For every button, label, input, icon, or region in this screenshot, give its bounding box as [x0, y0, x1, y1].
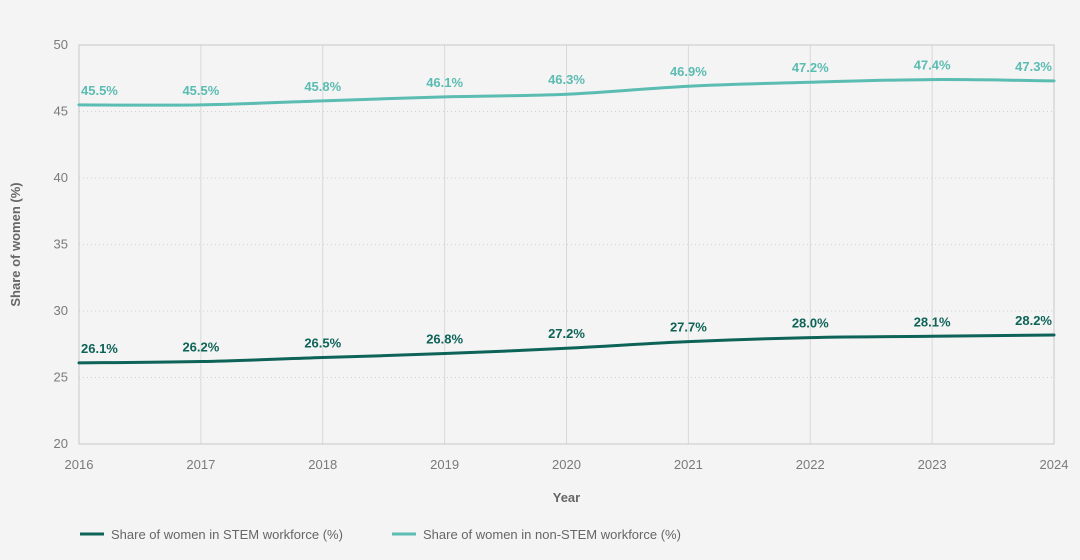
legend-entry: Share of women in non-STEM workforce (%): [423, 527, 681, 542]
y-tick-label: 50: [54, 37, 68, 52]
y-tick-label: 25: [54, 370, 68, 385]
y-tick-label: 30: [54, 303, 68, 318]
data-label: 46.1%: [426, 75, 463, 90]
x-tick-label: 2024: [1040, 457, 1069, 472]
data-labels: 26.1% 26.2% 26.5% 26.8% 27.2% 27.7% 28.0% 28.1%…: [81, 58, 1052, 356]
x-tick-label: 2023: [918, 457, 947, 472]
data-label: 46.3%: [548, 72, 585, 87]
legend-entry: Share of women in STEM workforce (%): [111, 527, 343, 542]
data-label: 28.1%: [914, 314, 951, 329]
grid: [79, 45, 1054, 444]
data-label: 28.2%: [1015, 313, 1052, 328]
series: [77, 78, 1056, 365]
x-tick-label: 2019: [430, 457, 459, 472]
data-label: 26.5%: [304, 336, 341, 351]
axes: 20 25 30 35 40 45 50 2016 2017 2018 2019 2020 2021 20…: [54, 37, 1069, 472]
x-tick-label: 2018: [308, 457, 337, 472]
x-tick-label: 2021: [674, 457, 703, 472]
data-label: 26.1%: [81, 341, 118, 356]
data-label: 45.5%: [182, 83, 219, 98]
data-label: 45.8%: [304, 79, 341, 94]
plot-frame: [78, 44, 1055, 445]
y-tick-label: 35: [54, 237, 68, 252]
series-line-stem: [77, 333, 1056, 365]
series-line-non-stem: [77, 78, 1056, 107]
data-label: 26.8%: [426, 332, 463, 347]
x-tick-label: 2022: [796, 457, 825, 472]
data-label: 47.4%: [914, 58, 951, 73]
data-label: 46.9%: [670, 64, 707, 79]
y-tick-label: 20: [54, 436, 68, 451]
data-label: 26.2%: [182, 340, 219, 355]
y-tick-label: 45: [54, 104, 68, 119]
x-tick-label: 2017: [186, 457, 215, 472]
data-label: 28.0%: [792, 316, 829, 331]
data-label: 47.2%: [792, 60, 829, 75]
data-label: 45.5%: [81, 83, 118, 98]
data-label: 47.3%: [1015, 59, 1052, 74]
y-tick-label: 40: [54, 170, 68, 185]
x-tick-label: 2016: [65, 457, 94, 472]
data-label: 27.7%: [670, 320, 707, 335]
x-axis-title: Year: [553, 490, 580, 505]
y-axis-title: Share of women (%): [8, 182, 23, 306]
legend: Share of women in STEM workforce (%) Shar…: [80, 527, 681, 542]
x-tick-label: 2020: [552, 457, 581, 472]
data-label: 27.2%: [548, 326, 585, 341]
